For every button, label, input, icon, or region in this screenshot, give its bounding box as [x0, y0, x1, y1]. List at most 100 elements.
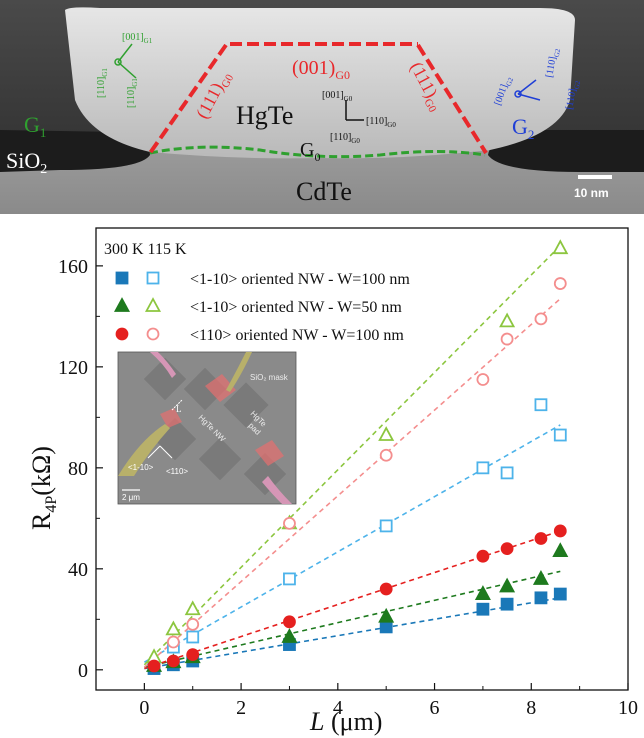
svg-text:[110]G1: [110]G1	[126, 78, 139, 108]
x-tick-label: 2	[236, 697, 246, 719]
data-markers	[146, 239, 569, 675]
inset-l-label: L	[176, 404, 182, 414]
data-point	[379, 582, 393, 596]
data-point	[553, 428, 567, 442]
data-point	[281, 628, 298, 643]
svg-text:[110]G2: [110]G2	[544, 47, 562, 79]
data-point	[552, 239, 569, 255]
legend-entry-2: <1-10> oriented NW - W=50 nm	[190, 299, 402, 316]
inset-probe-3	[150, 352, 176, 378]
axis-ticks: 0 2 4 6 8 10 0 40 80 120 160	[58, 256, 638, 719]
inset-sem-image: SiO₂ mask HgTe NW HgTe pad L <1-10> <110…	[117, 351, 297, 505]
data-point	[379, 519, 393, 533]
facet-right-line	[416, 43, 488, 155]
y-tick-label: 40	[68, 559, 88, 581]
fit-line	[144, 597, 561, 670]
data-point	[552, 542, 569, 558]
inset-dir-1: <1-10>	[128, 463, 154, 472]
svg-text:[001]G1: [001]G1	[122, 32, 153, 45]
svg-text:[001]G0: [001]G0	[322, 90, 353, 103]
data-point	[378, 426, 395, 441]
inset-probe-4	[262, 476, 292, 504]
data-point	[166, 654, 180, 668]
data-point	[534, 312, 548, 326]
data-point	[534, 398, 548, 412]
legend-header: 300 K 115 K	[104, 241, 187, 258]
y-tick-label: 0	[78, 660, 88, 682]
fit-line	[144, 570, 561, 669]
data-point	[283, 572, 296, 586]
svg-text:[110]G0: [110]G0	[366, 116, 396, 129]
x-tick-label: 0	[139, 697, 149, 719]
x-tick-label: 4	[333, 697, 343, 719]
inset-dir-2: <110>	[166, 467, 188, 476]
inset-scale-label: 2 μm	[122, 493, 140, 502]
x-tick-label: 8	[526, 697, 536, 719]
data-point	[499, 312, 516, 328]
facet-left-line	[148, 43, 228, 155]
data-point	[532, 570, 549, 585]
legend-entry-1: <1-10> oriented NW - W=100 nm	[190, 271, 410, 288]
data-point	[476, 461, 490, 475]
legend-marker	[146, 271, 160, 285]
x-axis-title: L (μm)	[309, 707, 382, 736]
g0-axes: [001]G0 [110]G0 [110]G0	[322, 90, 396, 145]
fit-lines	[143, 245, 561, 670]
data-point	[476, 549, 490, 563]
label-cdte: CdTe	[296, 177, 352, 206]
data-point	[534, 591, 548, 605]
fit-line	[143, 424, 561, 663]
inset-probe-2	[226, 352, 252, 392]
legend-marker	[144, 297, 162, 312]
svg-text:[110]G2: [110]G2	[564, 79, 582, 111]
data-point	[379, 448, 393, 462]
data-point	[283, 516, 296, 530]
svg-text:[110]G0: [110]G0	[330, 132, 360, 145]
data-point	[283, 615, 296, 629]
data-point	[500, 332, 514, 346]
inset-sio2-mask: SiO₂ mask	[250, 373, 289, 382]
data-point	[184, 600, 201, 616]
sio2-left	[0, 130, 150, 172]
data-point	[476, 373, 490, 386]
label-hgte: HgTe	[236, 101, 293, 130]
y-tick-label: 120	[58, 357, 88, 379]
data-point	[553, 587, 567, 601]
sio2-right	[488, 130, 644, 172]
data-point	[474, 585, 491, 600]
y-tick-label: 80	[68, 458, 88, 480]
hgte-body	[65, 7, 575, 159]
data-point	[476, 602, 490, 616]
resistance-plot: 0 2 4 6 8 10 0 40 80 120 160 L (μm) R4P(kΩ) 300 K …	[27, 227, 638, 736]
data-point	[166, 635, 180, 649]
label-g0: G0	[300, 139, 320, 164]
legend: 300 K 115 K <1-10> oriented NW - W=100 n…	[104, 241, 410, 344]
data-point	[147, 659, 161, 673]
interface-line	[149, 145, 486, 159]
label-g2: G2	[512, 114, 534, 142]
data-point	[186, 617, 200, 631]
label-g1: G1	[24, 112, 46, 140]
data-point	[379, 620, 393, 634]
inset-red-pads	[160, 374, 284, 466]
data-point	[500, 597, 514, 611]
data-point	[500, 466, 514, 480]
legend-marker	[113, 297, 131, 312]
svg-text:[110]G1: [110]G1	[96, 68, 109, 98]
fit-line	[144, 530, 561, 670]
g1-axes: [001]G1 [110]G1 [110]G1	[96, 32, 153, 108]
tem-micrograph: HgTe CdTe SiO2 G0 G1 G2 (001)G0 (111)G0 …	[0, 0, 644, 214]
data-point	[186, 648, 200, 662]
data-point	[165, 620, 182, 636]
data-point	[553, 277, 567, 290]
y-axis-title: R4P(kΩ)	[27, 446, 60, 530]
label-sio2: SiO2	[6, 148, 47, 177]
legend-marker	[115, 271, 129, 285]
data-point	[378, 607, 395, 623]
legend-entry-3: <110> oriented NW - W=100 nm	[190, 327, 404, 344]
inset-probe-1	[118, 424, 170, 476]
data-point	[553, 524, 567, 538]
fit-line	[143, 298, 561, 668]
legend-markers	[113, 271, 162, 341]
scale-bar-label: 10 nm	[574, 186, 609, 200]
